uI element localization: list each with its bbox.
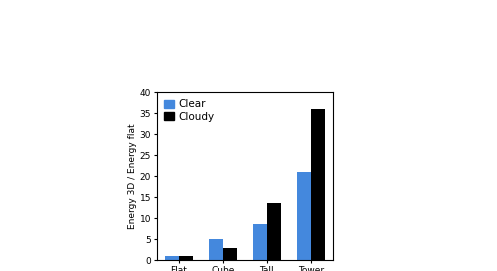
Bar bbox=[297, 172, 311, 260]
Legend: Clear, Cloudy: Clear, Cloudy bbox=[162, 97, 217, 124]
Bar bbox=[252, 224, 267, 260]
Bar bbox=[267, 204, 281, 260]
Y-axis label: Energy 3D / Energy flat: Energy 3D / Energy flat bbox=[128, 123, 137, 229]
Bar bbox=[179, 256, 193, 260]
Bar bbox=[223, 248, 237, 260]
Bar bbox=[209, 239, 223, 260]
Bar bbox=[165, 256, 179, 260]
Bar bbox=[311, 109, 325, 260]
